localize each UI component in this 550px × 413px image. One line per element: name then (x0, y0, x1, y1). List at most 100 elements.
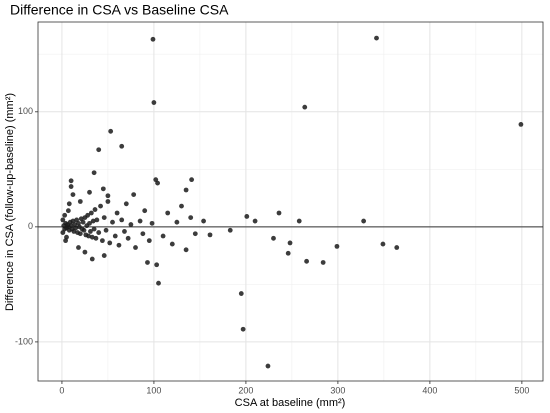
point (98, 203, 103, 209)
point (518, 122, 524, 127)
point (112, 233, 118, 239)
point (276, 210, 282, 216)
point (94, 217, 100, 223)
point (334, 243, 340, 249)
point (105, 199, 111, 204)
point (96, 147, 102, 153)
y-tick-label: 100 (18, 106, 33, 116)
point (285, 250, 291, 256)
x-tick-label: 500 (514, 385, 529, 395)
point (271, 235, 276, 241)
point (82, 249, 88, 255)
point (92, 207, 98, 212)
point (101, 253, 107, 258)
point (150, 36, 156, 42)
point (103, 227, 109, 233)
point (304, 258, 309, 264)
point (100, 186, 106, 192)
point (81, 227, 87, 233)
point (142, 208, 148, 214)
point (361, 218, 367, 224)
point (73, 225, 79, 231)
x-tick-label: 200 (238, 385, 253, 395)
point (252, 218, 258, 224)
x-tick-label: 100 (146, 385, 161, 395)
point (119, 217, 125, 223)
point (380, 241, 386, 247)
point (149, 220, 155, 226)
x-tick-label: 0 (59, 385, 64, 395)
point (155, 180, 160, 186)
point (189, 177, 195, 183)
point (116, 242, 122, 248)
point (183, 247, 189, 253)
point (70, 192, 76, 197)
point (60, 217, 66, 223)
point (99, 238, 105, 244)
point (60, 230, 66, 235)
point (137, 218, 143, 224)
point (287, 240, 293, 246)
point (76, 245, 81, 250)
point (123, 201, 129, 207)
point (128, 222, 134, 227)
point (91, 226, 97, 232)
point (156, 280, 161, 286)
point (89, 256, 95, 262)
point (77, 199, 83, 204)
point (107, 240, 113, 246)
point (201, 218, 206, 224)
y-tick-label: -100 (15, 336, 33, 346)
point (91, 170, 97, 176)
x-tick-label: 400 (422, 385, 437, 395)
point (89, 234, 95, 240)
point (131, 192, 137, 197)
point (207, 232, 213, 238)
point (63, 238, 68, 244)
point (114, 210, 120, 216)
point (240, 326, 246, 332)
point (87, 220, 92, 226)
point (296, 218, 302, 224)
point (66, 201, 72, 207)
point (140, 231, 146, 237)
point (86, 233, 91, 239)
point (133, 245, 138, 250)
point (183, 187, 189, 193)
point (302, 104, 308, 110)
point (227, 227, 233, 233)
point (68, 184, 74, 189)
point (96, 230, 102, 235)
y-axis-label: Difference in CSA (follow-up-baseline) (… (4, 93, 16, 311)
point (108, 128, 114, 134)
point (93, 235, 99, 241)
point (160, 233, 166, 239)
x-axis-label: CSA at baseline (mm²) (235, 397, 346, 409)
point (320, 260, 326, 265)
point (105, 193, 111, 199)
point (87, 189, 92, 195)
point (146, 238, 152, 244)
point (179, 203, 184, 209)
point (244, 214, 250, 219)
point (77, 231, 83, 237)
point (374, 35, 379, 41)
point (88, 229, 93, 234)
point (101, 215, 107, 221)
point (122, 229, 127, 234)
point (265, 363, 271, 369)
point (119, 143, 125, 149)
point (174, 219, 180, 225)
point (125, 235, 131, 241)
point (169, 241, 175, 247)
point (65, 208, 71, 214)
point (238, 291, 244, 296)
y-tick-label: 0 (28, 221, 33, 231)
point (394, 245, 400, 250)
point (110, 219, 115, 225)
point (80, 219, 86, 225)
point (90, 218, 96, 224)
x-tick-label: 300 (330, 385, 345, 395)
